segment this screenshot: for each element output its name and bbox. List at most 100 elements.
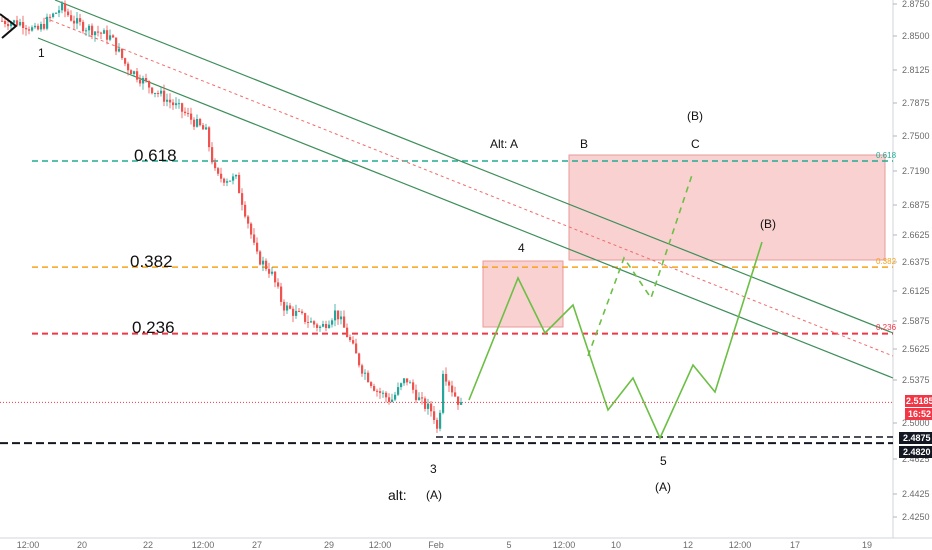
candle-body [109, 35, 112, 40]
candle [367, 370, 370, 383]
candle-body [19, 22, 22, 26]
candle [235, 174, 238, 180]
candle [181, 102, 184, 119]
candle-body [346, 327, 349, 338]
price-tag-current-bg [905, 395, 932, 407]
cursor-marker-icon [0, 13, 18, 39]
candle-body [157, 92, 160, 94]
candle [211, 142, 214, 165]
candle [157, 90, 160, 98]
candle-body [247, 216, 250, 224]
candle [358, 352, 361, 368]
fib-label-0618: 0.618 [134, 146, 177, 165]
candle-body [295, 310, 298, 316]
wave-label-5: 5 [660, 454, 667, 468]
price-tick-label: 2.4625 [902, 454, 930, 464]
channel-lower-line[interactable] [37, 37, 894, 379]
candle-body [106, 30, 109, 40]
candle-body [373, 386, 376, 391]
candle [268, 262, 271, 278]
candle [154, 92, 157, 98]
candle [250, 222, 253, 239]
time-tick-label: 5 [506, 540, 511, 550]
candle-body [415, 389, 418, 401]
candle [379, 387, 382, 399]
candle-body [193, 119, 196, 127]
candle [307, 315, 310, 328]
channel-upper-line[interactable] [54, 0, 894, 334]
time-tick-label: 12:00 [192, 540, 215, 550]
candle [283, 299, 286, 317]
candle [262, 256, 265, 271]
candle-body [37, 25, 40, 30]
candle-body [10, 22, 13, 27]
candle [376, 388, 379, 397]
price-tick-label: 2.6375 [902, 257, 930, 267]
candle-body [370, 382, 373, 387]
candle-body [286, 305, 289, 311]
fib-label-0236: 0.236 [132, 318, 175, 337]
candle [61, 1, 64, 14]
candle [436, 417, 439, 433]
price-tick-label: 2.6875 [902, 200, 930, 210]
candle-body [394, 394, 397, 400]
price-tick-label: 2.4250 [902, 512, 930, 522]
candle-body [331, 320, 334, 325]
candle-body [388, 397, 391, 402]
candle [277, 278, 280, 289]
candle-body [268, 269, 271, 274]
target-zone-4 [482, 260, 564, 328]
channel-midline[interactable] [44, 17, 894, 357]
candle-body [367, 372, 370, 383]
candle-body [103, 30, 106, 34]
price-tick-label: 2.7190 [902, 166, 930, 176]
candle-body [181, 103, 184, 112]
candle-body [151, 87, 154, 94]
candle-body [382, 392, 385, 394]
candle [451, 380, 454, 397]
candle-body [280, 286, 283, 302]
price-tag-low-2: 2.4820 [899, 446, 932, 458]
time-tick-label: 12:00 [729, 540, 752, 550]
candle [286, 301, 289, 315]
candle [106, 25, 109, 45]
wave-label-5-alt: (A) [655, 480, 671, 494]
candle-body [391, 399, 394, 402]
candle-body [127, 63, 130, 71]
candle [217, 166, 220, 177]
candle-body [43, 23, 46, 29]
candle [370, 381, 373, 389]
trend-channel[interactable] [37, 0, 894, 379]
candle-body [112, 35, 115, 38]
candle [160, 87, 163, 97]
candle-body [451, 385, 454, 393]
candle-body [100, 32, 103, 34]
candle [448, 380, 451, 392]
candle [148, 80, 151, 94]
candle-body [160, 90, 163, 94]
candle-body [385, 392, 388, 398]
price-tag-current: 2.5185 [905, 395, 932, 407]
wave-label-alt-a-low: (A) [426, 488, 442, 502]
candle-body [241, 193, 244, 205]
candle [118, 43, 121, 53]
price-tick-label: 2.8750 [902, 0, 930, 9]
wave-label-alt-c: C [691, 137, 700, 151]
fib-label-0382: 0.382 [130, 252, 173, 271]
candle-body [430, 403, 433, 412]
candle-body [142, 77, 145, 84]
candle-body [361, 365, 364, 374]
candle-body [211, 147, 214, 163]
candle [424, 396, 427, 412]
candle [139, 74, 142, 87]
candle [241, 188, 244, 211]
candle-body [139, 79, 142, 84]
candle [430, 400, 433, 417]
candle [319, 325, 322, 332]
candle [340, 310, 343, 325]
candle [265, 258, 268, 272]
time-tick-label: 17 [790, 540, 800, 550]
candle-body [49, 16, 52, 18]
